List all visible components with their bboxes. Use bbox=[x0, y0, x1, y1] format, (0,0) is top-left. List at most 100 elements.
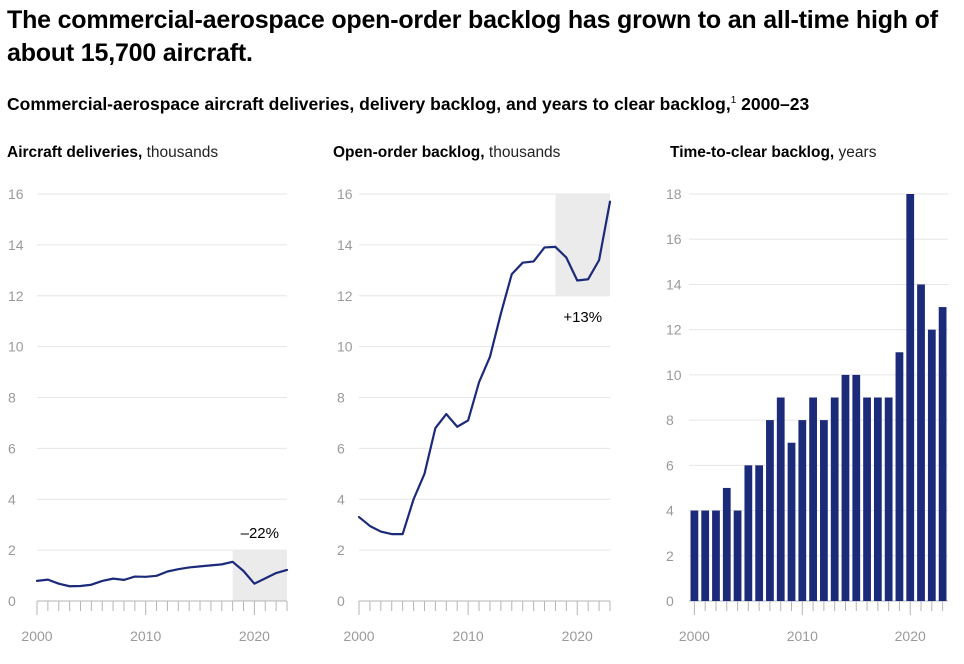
data-point-deliveries-2002 bbox=[57, 582, 61, 586]
x-tick-label-time-to-clear-2020: 2020 bbox=[895, 628, 926, 644]
data-point-deliveries-2023 bbox=[285, 568, 289, 572]
data-point-deliveries-2021 bbox=[263, 576, 267, 580]
y-tick-label-deliveries-6: 6 bbox=[8, 440, 16, 456]
chart-deliveries: 0 2 4 6 8 10 12 14 16 2000 2010 2020 –22% bbox=[8, 186, 289, 644]
data-point-backlog-2022 bbox=[597, 258, 601, 262]
panel-title-time-to-clear-bold: Time-to-clear backlog, bbox=[670, 144, 835, 161]
y-tick-label-time-to-clear-16: 16 bbox=[666, 231, 682, 247]
y-tick-label-deliveries-16: 16 bbox=[8, 186, 24, 202]
bar-time-to-clear-2003 bbox=[722, 487, 731, 601]
data-point-deliveries-2011 bbox=[155, 574, 159, 578]
bar-time-to-clear-2001 bbox=[701, 510, 710, 601]
x-tick-label-time-to-clear-2010: 2010 bbox=[787, 628, 818, 644]
panel-title-time-to-clear: Time-to-clear backlog, years bbox=[670, 142, 876, 164]
data-point-backlog-2001 bbox=[368, 524, 372, 528]
data-point-backlog-2007 bbox=[433, 426, 437, 430]
bar-time-to-clear-2015 bbox=[852, 374, 861, 601]
data-point-deliveries-2010 bbox=[144, 575, 148, 579]
data-point-deliveries-2012 bbox=[165, 569, 169, 573]
data-point-deliveries-2005 bbox=[89, 583, 93, 587]
panel-title-backlog: Open-order backlog, thousands bbox=[333, 142, 560, 164]
data-point-backlog-2004 bbox=[401, 532, 405, 536]
y-tick-label-time-to-clear-4: 4 bbox=[666, 503, 674, 519]
data-point-backlog-2000 bbox=[357, 515, 361, 519]
bar-time-to-clear-2021 bbox=[917, 284, 925, 601]
y-tick-label-backlog-2: 2 bbox=[337, 542, 345, 558]
data-point-backlog-2020 bbox=[575, 278, 579, 282]
annotation-backlog: +13% bbox=[563, 309, 602, 326]
y-tick-label-deliveries-10: 10 bbox=[8, 339, 24, 355]
y-tick-label-backlog-12: 12 bbox=[337, 288, 353, 304]
data-point-deliveries-2000 bbox=[35, 579, 39, 583]
data-point-deliveries-2022 bbox=[274, 571, 278, 575]
data-point-backlog-2005 bbox=[412, 497, 416, 501]
bar-time-to-clear-2023 bbox=[938, 307, 947, 601]
data-point-backlog-2002 bbox=[379, 530, 383, 534]
y-tick-label-backlog-0: 0 bbox=[337, 593, 345, 609]
y-tick-label-deliveries-14: 14 bbox=[8, 237, 24, 253]
y-tick-label-time-to-clear-10: 10 bbox=[666, 367, 682, 383]
bar-time-to-clear-2022 bbox=[927, 329, 936, 601]
y-tick-label-time-to-clear-0: 0 bbox=[666, 593, 674, 609]
data-point-deliveries-2015 bbox=[198, 564, 202, 568]
data-point-deliveries-2014 bbox=[187, 565, 191, 569]
bar-time-to-clear-2010 bbox=[798, 420, 807, 601]
subtitle-footnote-marker[interactable]: 1 bbox=[730, 95, 737, 106]
bar-time-to-clear-2008 bbox=[776, 397, 785, 601]
data-point-backlog-2003 bbox=[390, 532, 394, 536]
y-tick-label-time-to-clear-8: 8 bbox=[666, 412, 674, 428]
chart-time-to-clear: 0 2 4 6 8 10 12 14 16 18 2000 2010 2020 bbox=[666, 186, 948, 644]
series-line-deliveries bbox=[35, 560, 289, 588]
data-point-backlog-2013 bbox=[499, 312, 503, 316]
series-line-backlog bbox=[357, 200, 612, 536]
chart-headline: The commercial-aerospace open-order back… bbox=[7, 6, 938, 67]
bar-time-to-clear-2016 bbox=[863, 397, 871, 601]
data-point-backlog-2019 bbox=[564, 256, 568, 260]
y-tick-label-backlog-4: 4 bbox=[337, 491, 345, 507]
data-point-deliveries-2007 bbox=[111, 577, 115, 581]
data-point-deliveries-2016 bbox=[209, 563, 213, 567]
panel-title-backlog-unit: thousands bbox=[484, 144, 561, 161]
y-tick-label-backlog-14: 14 bbox=[337, 237, 353, 253]
y-tick-label-backlog-8: 8 bbox=[337, 390, 345, 406]
y-tick-label-deliveries-8: 8 bbox=[8, 390, 16, 406]
data-point-deliveries-2013 bbox=[176, 567, 180, 571]
y-tick-label-backlog-16: 16 bbox=[337, 186, 353, 202]
data-point-deliveries-2018 bbox=[231, 560, 235, 564]
data-point-deliveries-2003 bbox=[68, 584, 72, 588]
subtitle-range: 2000–23 bbox=[736, 94, 810, 114]
bar-time-to-clear-2000 bbox=[690, 510, 699, 601]
data-point-backlog-2006 bbox=[422, 472, 426, 476]
panel-title-time-to-clear-unit: years bbox=[834, 144, 877, 161]
y-tick-label-time-to-clear-2: 2 bbox=[666, 548, 674, 564]
data-point-deliveries-2008 bbox=[122, 578, 126, 582]
data-point-backlog-2017 bbox=[543, 245, 547, 249]
data-point-backlog-2016 bbox=[532, 259, 536, 263]
data-point-backlog-2012 bbox=[488, 355, 492, 359]
bar-time-to-clear-2012 bbox=[820, 420, 828, 601]
bar-time-to-clear-2017 bbox=[873, 397, 882, 601]
panel-title-backlog-bold: Open-order backlog, bbox=[333, 144, 485, 161]
data-point-deliveries-2020 bbox=[252, 582, 256, 586]
y-tick-label-time-to-clear-18: 18 bbox=[666, 186, 682, 202]
bar-time-to-clear-2014 bbox=[841, 374, 850, 601]
data-point-backlog-2018 bbox=[553, 245, 557, 249]
highlight-band-deliveries bbox=[232, 550, 287, 601]
y-tick-label-time-to-clear-12: 12 bbox=[666, 322, 682, 338]
y-tick-label-backlog-10: 10 bbox=[337, 339, 353, 355]
bar-time-to-clear-2011 bbox=[809, 397, 817, 601]
bar-time-to-clear-2002 bbox=[712, 510, 720, 601]
data-point-backlog-2010 bbox=[466, 418, 470, 422]
bar-time-to-clear-2006 bbox=[755, 465, 764, 601]
panel-title-deliveries-unit: thousands bbox=[142, 144, 219, 161]
y-tick-label-backlog-6: 6 bbox=[337, 440, 345, 456]
data-point-backlog-2008 bbox=[444, 412, 448, 416]
bar-time-to-clear-2007 bbox=[766, 420, 774, 601]
data-point-backlog-2011 bbox=[477, 380, 481, 384]
x-tick-label-backlog-2010: 2010 bbox=[453, 628, 484, 644]
data-point-backlog-2023 bbox=[608, 200, 612, 204]
bar-time-to-clear-2005 bbox=[744, 465, 753, 601]
y-tick-label-time-to-clear-6: 6 bbox=[666, 457, 674, 473]
data-point-deliveries-2019 bbox=[242, 569, 246, 573]
